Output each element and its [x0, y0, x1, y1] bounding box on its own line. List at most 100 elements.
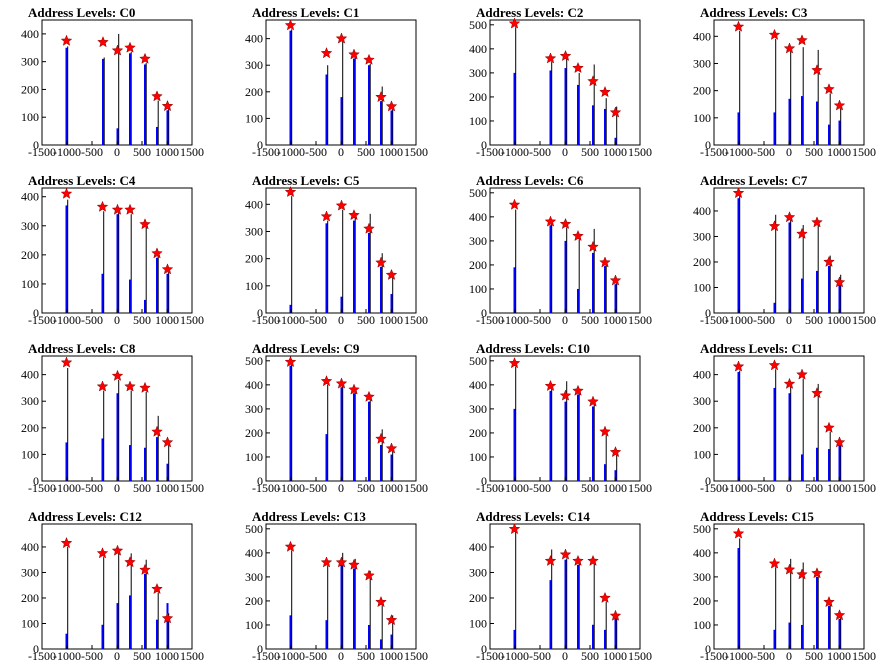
histogram-bar	[737, 548, 740, 649]
y-tick-label: 100	[693, 618, 711, 632]
peak-marker	[111, 369, 124, 381]
x-tick-label: -500	[305, 145, 327, 159]
x-tick-label: -1500	[28, 145, 56, 159]
x-tick-label: -1000	[725, 313, 753, 327]
peak-marker	[796, 227, 808, 239]
y-tick-label: 0	[257, 474, 263, 488]
y-tick-label: 200	[245, 252, 263, 266]
histogram-bar	[129, 279, 131, 313]
x-tick-label: 1000	[827, 145, 851, 159]
x-tick-label: -1000	[501, 145, 529, 159]
histogram-bar	[325, 74, 328, 145]
x-tick-label: 0	[786, 649, 792, 663]
histogram-bar	[773, 387, 776, 481]
x-tick-label: -500	[753, 145, 775, 159]
chart-panel: 0 100 200 300 400 -1500 -1000 -500 0 500 1000 1500 A…	[0, 336, 224, 504]
x-tick-label: -1000	[277, 481, 305, 495]
peak-marker	[335, 199, 348, 211]
chart-title: Address Levels: C2	[476, 5, 584, 20]
x-tick-label: -1500	[476, 481, 504, 495]
peak-marker	[833, 609, 846, 621]
peak-marker	[151, 90, 163, 102]
peak-marker	[348, 383, 360, 395]
histogram-bar	[828, 449, 830, 481]
x-tick-label: 1500	[404, 145, 428, 159]
histogram-bar	[564, 240, 567, 313]
x-tick-label: 1500	[852, 481, 876, 495]
histogram-bar	[156, 619, 158, 649]
x-tick-label: -1500	[252, 481, 280, 495]
chart-svg: 0 100 200 300 400 500 -1500-1000 -500 0 500 1000 15…	[693, 522, 876, 663]
peak-marker	[385, 100, 398, 112]
chart-svg: 0 100 200 300 400 -1500-1000 -500 0 500 1000 1500	[693, 19, 876, 159]
histogram-bar	[340, 296, 343, 313]
peak-marker	[363, 390, 375, 402]
x-tick-label: -500	[529, 481, 551, 495]
histogram-bar	[592, 252, 594, 313]
peak-marker	[544, 52, 557, 64]
x-tick-label: -1000	[725, 649, 753, 663]
histogram-bar	[604, 108, 606, 145]
peak-marker	[111, 544, 124, 556]
peak-marker	[811, 64, 823, 76]
y-tick-label: 400	[21, 540, 39, 554]
x-tick-label: 0	[786, 481, 792, 495]
peak-marker	[572, 554, 584, 566]
peak-marker	[768, 28, 781, 40]
x-tick-label: 0	[114, 145, 120, 159]
histogram-bar	[828, 265, 830, 313]
histogram-bar	[801, 624, 803, 649]
x-tick-label: 0	[786, 313, 792, 327]
x-tick-label: 0	[562, 145, 568, 159]
peak-marker	[284, 355, 297, 368]
peak-marker	[96, 200, 109, 212]
x-tick-label: 500	[357, 649, 375, 663]
y-tick-label: 400	[245, 197, 263, 211]
y-tick-label: 100	[693, 111, 711, 125]
x-tick-label: -1000	[277, 145, 305, 159]
histogram-bar	[564, 559, 567, 649]
y-tick-label: 300	[469, 66, 487, 80]
peak-marker	[151, 582, 163, 595]
y-tick-label: 200	[21, 248, 39, 262]
histogram-bar	[166, 110, 169, 145]
y-tick-label: 300	[21, 55, 39, 69]
x-tick-label: 500	[133, 313, 151, 327]
histogram-bar	[65, 442, 68, 481]
y-tick-label: 300	[693, 229, 711, 243]
x-tick-label: -1500	[700, 649, 728, 663]
x-tick-label: -500	[753, 313, 775, 327]
peak-marker	[783, 42, 796, 54]
y-tick-label: 200	[693, 84, 711, 98]
histogram-bar	[101, 624, 104, 649]
histogram-bar	[773, 112, 776, 145]
y-tick-label: 0	[705, 138, 711, 152]
x-tick-label: -1000	[501, 313, 529, 327]
histogram-bar	[129, 595, 131, 649]
peak-marker	[60, 187, 73, 199]
y-tick-label: 500	[245, 354, 263, 368]
x-tick-label: 500	[357, 145, 375, 159]
peak-marker	[124, 556, 136, 568]
x-tick-label: -1000	[725, 145, 753, 159]
histogram-bar	[816, 101, 818, 145]
histogram-bar	[801, 96, 803, 145]
y-tick-label: 300	[245, 570, 263, 584]
chart-svg: 0 100 200 300 400 500 -1500-1000 -500 0 500 1000 15…	[469, 354, 652, 495]
peak-marker	[559, 49, 572, 62]
histogram-bar	[737, 371, 740, 481]
peak-marker	[811, 567, 823, 579]
peak-marker	[151, 425, 163, 437]
x-tick-label: 1500	[628, 145, 652, 159]
x-tick-label: 500	[805, 145, 823, 159]
x-tick-label: -1500	[476, 145, 504, 159]
histogram-bar	[325, 620, 328, 649]
x-tick-label: -1500	[28, 481, 56, 495]
x-tick-label: 0	[562, 649, 568, 663]
x-tick-label: 1000	[603, 145, 627, 159]
x-tick-label: -1500	[252, 145, 280, 159]
x-tick-label: 0	[114, 649, 120, 663]
x-tick-label: 1000	[379, 481, 403, 495]
histogram-bar	[604, 629, 606, 649]
y-tick-label: 500	[693, 522, 711, 536]
